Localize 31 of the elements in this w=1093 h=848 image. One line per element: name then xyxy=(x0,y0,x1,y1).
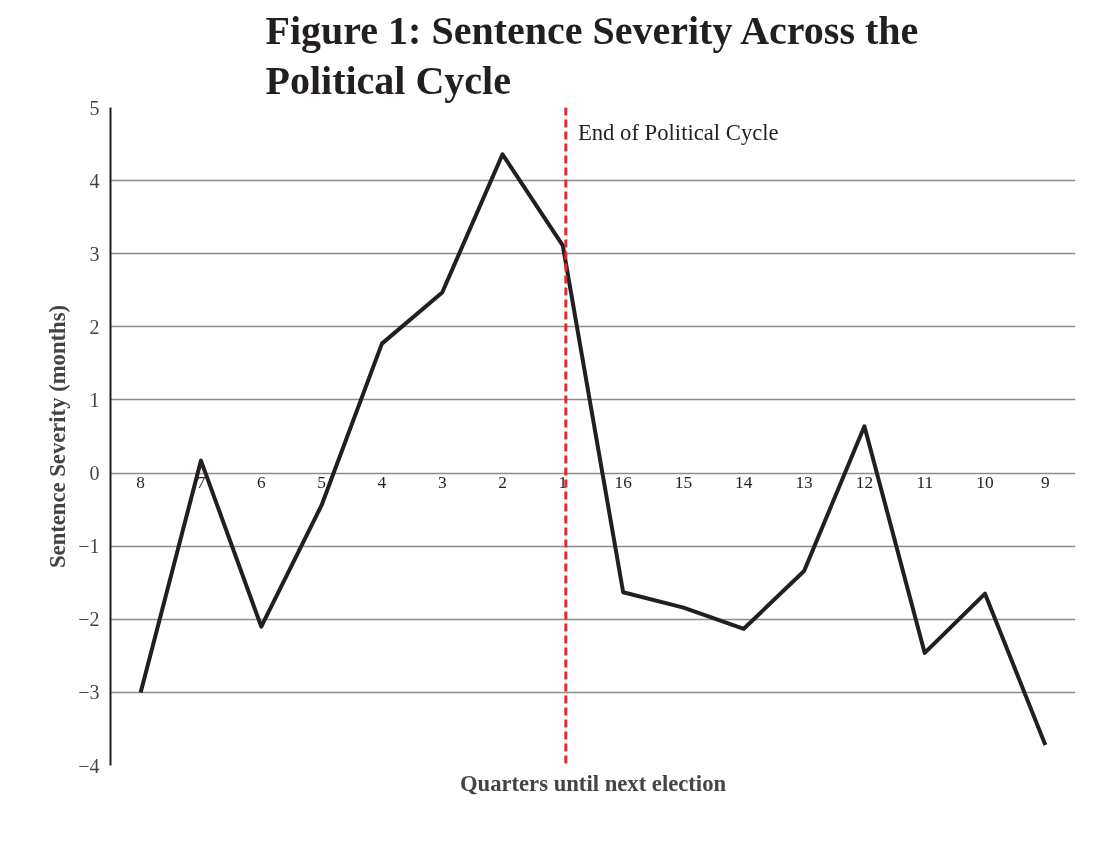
x-axis-title: Quarters until next election xyxy=(459,770,727,796)
x-tick-label: 10 xyxy=(976,473,994,493)
x-tick-label: 15 xyxy=(674,473,693,493)
x-tick-label: 2 xyxy=(498,473,507,493)
y-tick-label: 0 xyxy=(89,462,100,485)
y-tick-label: 3 xyxy=(89,242,100,265)
x-tick-label: 4 xyxy=(377,473,387,493)
x-tick-label: 9 xyxy=(1041,473,1050,493)
x-tick-label: 8 xyxy=(136,473,145,493)
ref-line-label: End of Political Cycle xyxy=(577,119,779,145)
y-tick-label: −4 xyxy=(78,754,100,777)
y-tick-label: −2 xyxy=(78,608,100,631)
x-tick-label: 1 xyxy=(558,473,568,493)
x-tick-label: 16 xyxy=(614,473,633,493)
y-tick-label: 4 xyxy=(89,169,100,192)
y-tick-label: −3 xyxy=(78,681,100,704)
chart-title: Figure 1: Sentence Severity Across the Political Cycle xyxy=(265,8,919,103)
x-tick-label: 5 xyxy=(317,473,326,493)
y-axis-title: Sentence Severity (months) xyxy=(45,304,71,569)
x-tick-label: 6 xyxy=(256,473,266,493)
x-tick-label: 7 xyxy=(196,473,206,493)
y-tick-label: 2 xyxy=(89,315,100,338)
x-tick-label: 12 xyxy=(855,473,874,493)
line-series xyxy=(138,152,1048,748)
x-tick-label: 14 xyxy=(735,473,753,493)
y-tick-label: 1 xyxy=(89,388,100,411)
y-tick-label: 5 xyxy=(89,96,100,119)
y-tick-label: −1 xyxy=(78,535,100,558)
x-tick-label: 11 xyxy=(916,473,934,493)
x-tick-label: 3 xyxy=(437,473,447,493)
x-tick-label: 13 xyxy=(795,473,813,493)
